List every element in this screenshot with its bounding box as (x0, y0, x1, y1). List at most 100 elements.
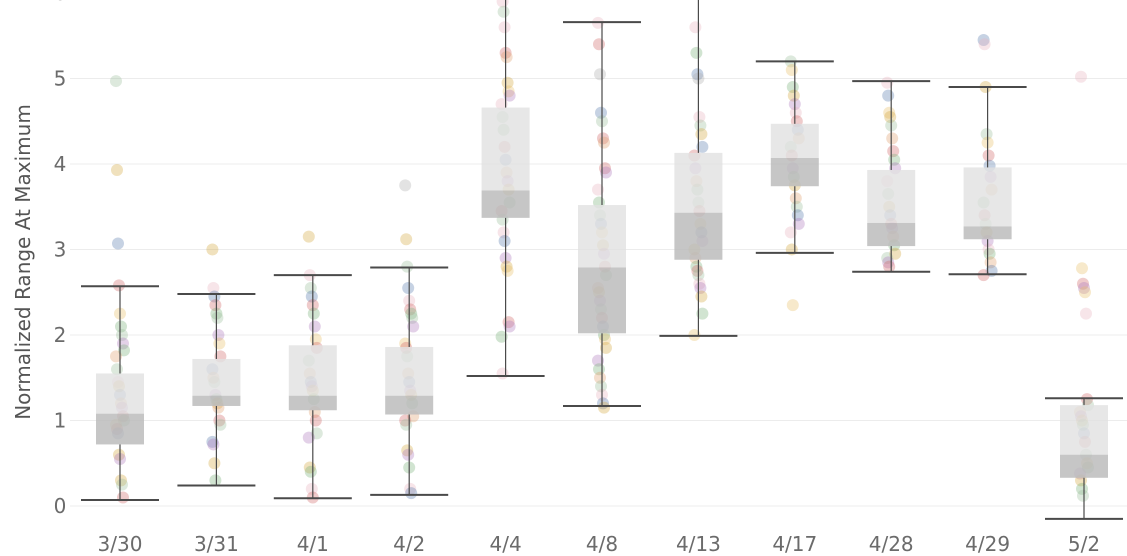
data-point (495, 330, 508, 343)
data-point (980, 128, 993, 141)
data-point (983, 247, 996, 260)
x-tick-label: 5/2 (1068, 532, 1100, 556)
data-point (399, 337, 412, 350)
data-point (498, 21, 511, 34)
data-point (784, 226, 797, 239)
box-lower (867, 222, 916, 247)
data-point (691, 68, 704, 81)
data-point (1080, 307, 1092, 320)
box-upper (963, 167, 1012, 227)
data-point (883, 260, 896, 273)
x-tick-label: 4/29 (965, 532, 1010, 556)
y-tick-label: 3 (54, 238, 67, 262)
data-point (308, 320, 321, 333)
box-upper (674, 152, 723, 213)
data-point (598, 136, 610, 149)
data-point (211, 311, 224, 324)
data-point (982, 243, 995, 256)
data-point (206, 435, 219, 448)
data-point (695, 128, 708, 141)
data-point (305, 482, 318, 495)
data-point (402, 281, 415, 294)
data-point (978, 38, 991, 51)
data-point (116, 329, 128, 341)
box-lower (963, 226, 1012, 240)
data-point (501, 76, 514, 89)
data-point (111, 363, 123, 376)
data-point (789, 192, 802, 205)
data-point (399, 179, 412, 192)
x-axis-ticks: 3/30 3/31 4/1 4/2 4/4 4/8 4/13 4/17 4/28 4/29 5/2 (98, 532, 1101, 556)
data-point (209, 299, 222, 312)
data-point (694, 119, 707, 132)
y-tick-label: 2 (54, 323, 67, 347)
box-lower (192, 395, 241, 406)
y-tick-label: 6 (54, 0, 67, 5)
data-point (304, 281, 317, 294)
box-upper (96, 373, 144, 414)
data-point (693, 110, 706, 123)
box-lower (674, 212, 723, 260)
box-lower (481, 190, 530, 218)
x-tick-label: 4/28 (869, 532, 914, 556)
x-tick-label: 4/1 (297, 532, 329, 556)
box-upper (770, 123, 819, 159)
y-axis-title: Normalized Range At Maximum (11, 104, 35, 420)
data-point (399, 414, 412, 427)
data-point (792, 217, 805, 230)
data-point (691, 264, 704, 277)
data-point (887, 145, 900, 158)
data-point (400, 418, 413, 431)
data-point (404, 303, 417, 316)
data-point (207, 438, 220, 451)
box-upper (1060, 405, 1108, 455)
x-tick-label: 4/8 (586, 532, 618, 556)
data-point (112, 237, 124, 250)
data-point (982, 149, 995, 162)
data-point (111, 163, 123, 176)
data-point (696, 307, 709, 320)
data-point (695, 290, 708, 303)
box-layer (96, 107, 1108, 478)
box-lower (770, 158, 819, 187)
data-point (1079, 286, 1091, 299)
y-tick-label: 1 (54, 409, 67, 433)
data-point (786, 299, 799, 312)
data-point (400, 233, 413, 246)
data-point (883, 106, 896, 119)
data-point (495, 98, 508, 111)
data-point (592, 183, 604, 196)
data-point (689, 21, 702, 34)
data-point (592, 354, 604, 367)
data-point (497, 226, 510, 239)
data-point (1077, 489, 1089, 502)
data-point (785, 63, 798, 76)
data-point (213, 337, 226, 350)
data-point (500, 51, 513, 64)
data-point (1077, 277, 1089, 290)
data-point (404, 482, 417, 495)
data-point (214, 418, 227, 431)
data-point (593, 38, 605, 51)
data-point (1078, 281, 1090, 294)
data-point (496, 367, 509, 380)
data-point (116, 478, 128, 491)
data-point (117, 491, 129, 504)
data-point (503, 320, 516, 333)
box-upper (288, 345, 337, 396)
box-upper (481, 107, 530, 191)
data-point (115, 320, 127, 333)
data-point (497, 5, 510, 18)
data-point (310, 427, 323, 440)
data-point (597, 132, 609, 145)
data-point (207, 281, 220, 294)
y-tick-label: 0 (54, 494, 67, 518)
data-point (405, 307, 418, 320)
data-point (401, 444, 414, 457)
data-point (884, 110, 897, 123)
data-point (209, 474, 222, 487)
x-tick-label: 4/13 (676, 532, 721, 556)
box-lower (96, 413, 144, 445)
box-lower (288, 395, 337, 411)
box-upper (192, 358, 241, 396)
